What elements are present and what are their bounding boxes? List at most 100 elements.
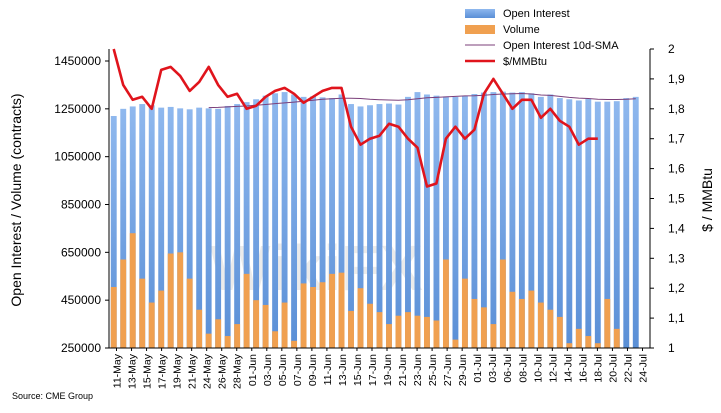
x-tick-label: 17-May (157, 353, 169, 389)
open-interest-bar (376, 104, 383, 348)
volume-bar (120, 259, 127, 348)
open-interest-bar (623, 98, 630, 348)
volume-bar (129, 233, 136, 348)
y-left-tick-label: 1450000 (54, 54, 101, 68)
volume-bar (499, 259, 506, 348)
plot-lines (112, 48, 636, 188)
open-interest-bar (357, 106, 364, 348)
x-tick-label: 01-Jun (247, 354, 259, 386)
y-right-axis-title: $ / MMBtu (699, 168, 715, 232)
open-interest-sma-line (208, 92, 636, 109)
open-interest-bar (158, 107, 165, 348)
x-tick-label: 03-Jul (487, 354, 499, 383)
volume-bar (452, 339, 459, 348)
open-interest-bar (442, 96, 449, 348)
open-interest-bar (585, 98, 592, 348)
open-interest-bar (167, 106, 174, 348)
y-right-tick-label: 1,1 (668, 311, 685, 325)
open-interest-bar (186, 109, 193, 348)
volume-bar (291, 340, 298, 348)
y-right-tick-label: 1,9 (668, 72, 685, 86)
volume-bar (594, 343, 601, 348)
volume-bar (196, 309, 203, 348)
volume-bar (348, 310, 354, 348)
x-tick-label: 07-Jun (292, 354, 304, 386)
y-right-tick-label: 1,2 (668, 281, 685, 295)
open-interest-bar (310, 96, 317, 348)
volume-bar (234, 324, 241, 348)
y-right-tick-label: 1 (668, 341, 675, 355)
volume-bar (253, 300, 260, 348)
x-tick-label: 26-May (217, 353, 229, 389)
x-tick-label: 24-Jul (637, 354, 649, 383)
open-interest-bar (613, 101, 620, 349)
open-interest-bar (433, 95, 440, 348)
open-interest-bar (461, 95, 468, 348)
y-left-tick-label: 650000 (61, 245, 101, 259)
open-interest-bar (129, 106, 136, 348)
y-left-tick-label: 450000 (61, 293, 101, 307)
x-tick-label: 17-Jun (367, 354, 379, 386)
x-tick-label: 23-Jun (412, 354, 424, 386)
volume-bar (566, 343, 573, 348)
open-interest-bar (148, 105, 155, 348)
x-tick-label: 18-Jul (592, 354, 604, 383)
x-tick-label: 25-Jun (427, 354, 439, 386)
open-interest-bar (575, 100, 582, 349)
y-right-tick-label: 2 (668, 42, 675, 56)
x-tick-label: 16-Jul (577, 354, 589, 383)
open-interest-bar (414, 92, 421, 348)
x-tick-label: 27-Jun (442, 354, 454, 386)
volume-bar (471, 298, 478, 348)
open-interest-bar (205, 108, 212, 348)
open-interest-bar (566, 99, 573, 349)
open-interest-bar (110, 116, 117, 348)
volume-bar (547, 309, 554, 348)
open-interest-bar (594, 101, 601, 349)
volume-bar (186, 278, 193, 348)
volume-bar (205, 333, 212, 348)
volume-bar (139, 278, 146, 348)
volume-bar (357, 288, 364, 348)
open-interest-bar (537, 96, 544, 348)
open-interest-bar (300, 96, 307, 348)
open-interest-bar (480, 92, 487, 348)
volume-bar (575, 328, 582, 348)
volume-bar (395, 315, 402, 348)
volume-bar (537, 302, 544, 348)
x-tick-label: 20-Jul (607, 354, 619, 383)
plot-bars (110, 91, 639, 349)
legend-label: $/MMBtu (503, 56, 547, 68)
x-tick-label: 21-Jun (397, 354, 409, 386)
x-tick-label: 19-Jun (382, 354, 394, 386)
axes: 1450000125000010500008500006500004500002… (54, 42, 685, 389)
open-interest-bar (253, 99, 260, 349)
x-tick-label: 21-May (187, 353, 199, 389)
open-interest-bar (224, 105, 231, 348)
x-tick-label: 06-Jul (502, 354, 514, 383)
open-interest-bar (243, 102, 250, 349)
x-tick-label: 14-Jul (562, 354, 574, 383)
volume-bar (148, 302, 155, 348)
x-tick-label: 13-Jun (337, 354, 349, 386)
legend: Open Interest Volume Open Interest 10d-SMA… (465, 8, 619, 68)
y-left-tick-label: 250000 (61, 341, 101, 355)
x-tick-label: 13-May (127, 353, 139, 389)
volume-bar (224, 336, 231, 348)
x-tick-label: 24-May (202, 353, 214, 389)
open-interest-bar (604, 101, 611, 349)
open-interest-bar (386, 103, 392, 349)
x-tick-label: 22-Jul (622, 354, 634, 383)
volume-bar (528, 290, 535, 348)
volume-bar (433, 320, 440, 348)
x-tick-label: 15-May (142, 353, 154, 389)
volume-bar (329, 273, 335, 348)
open-interest-bar (215, 108, 222, 348)
volume-bar (272, 331, 279, 348)
legend-swatch-open-interest (465, 9, 495, 18)
volume-bar (386, 324, 392, 348)
volume-bar (110, 287, 117, 348)
x-tick-label: 09-Jun (307, 354, 319, 386)
y-right-tick-label: 1,5 (668, 192, 685, 206)
